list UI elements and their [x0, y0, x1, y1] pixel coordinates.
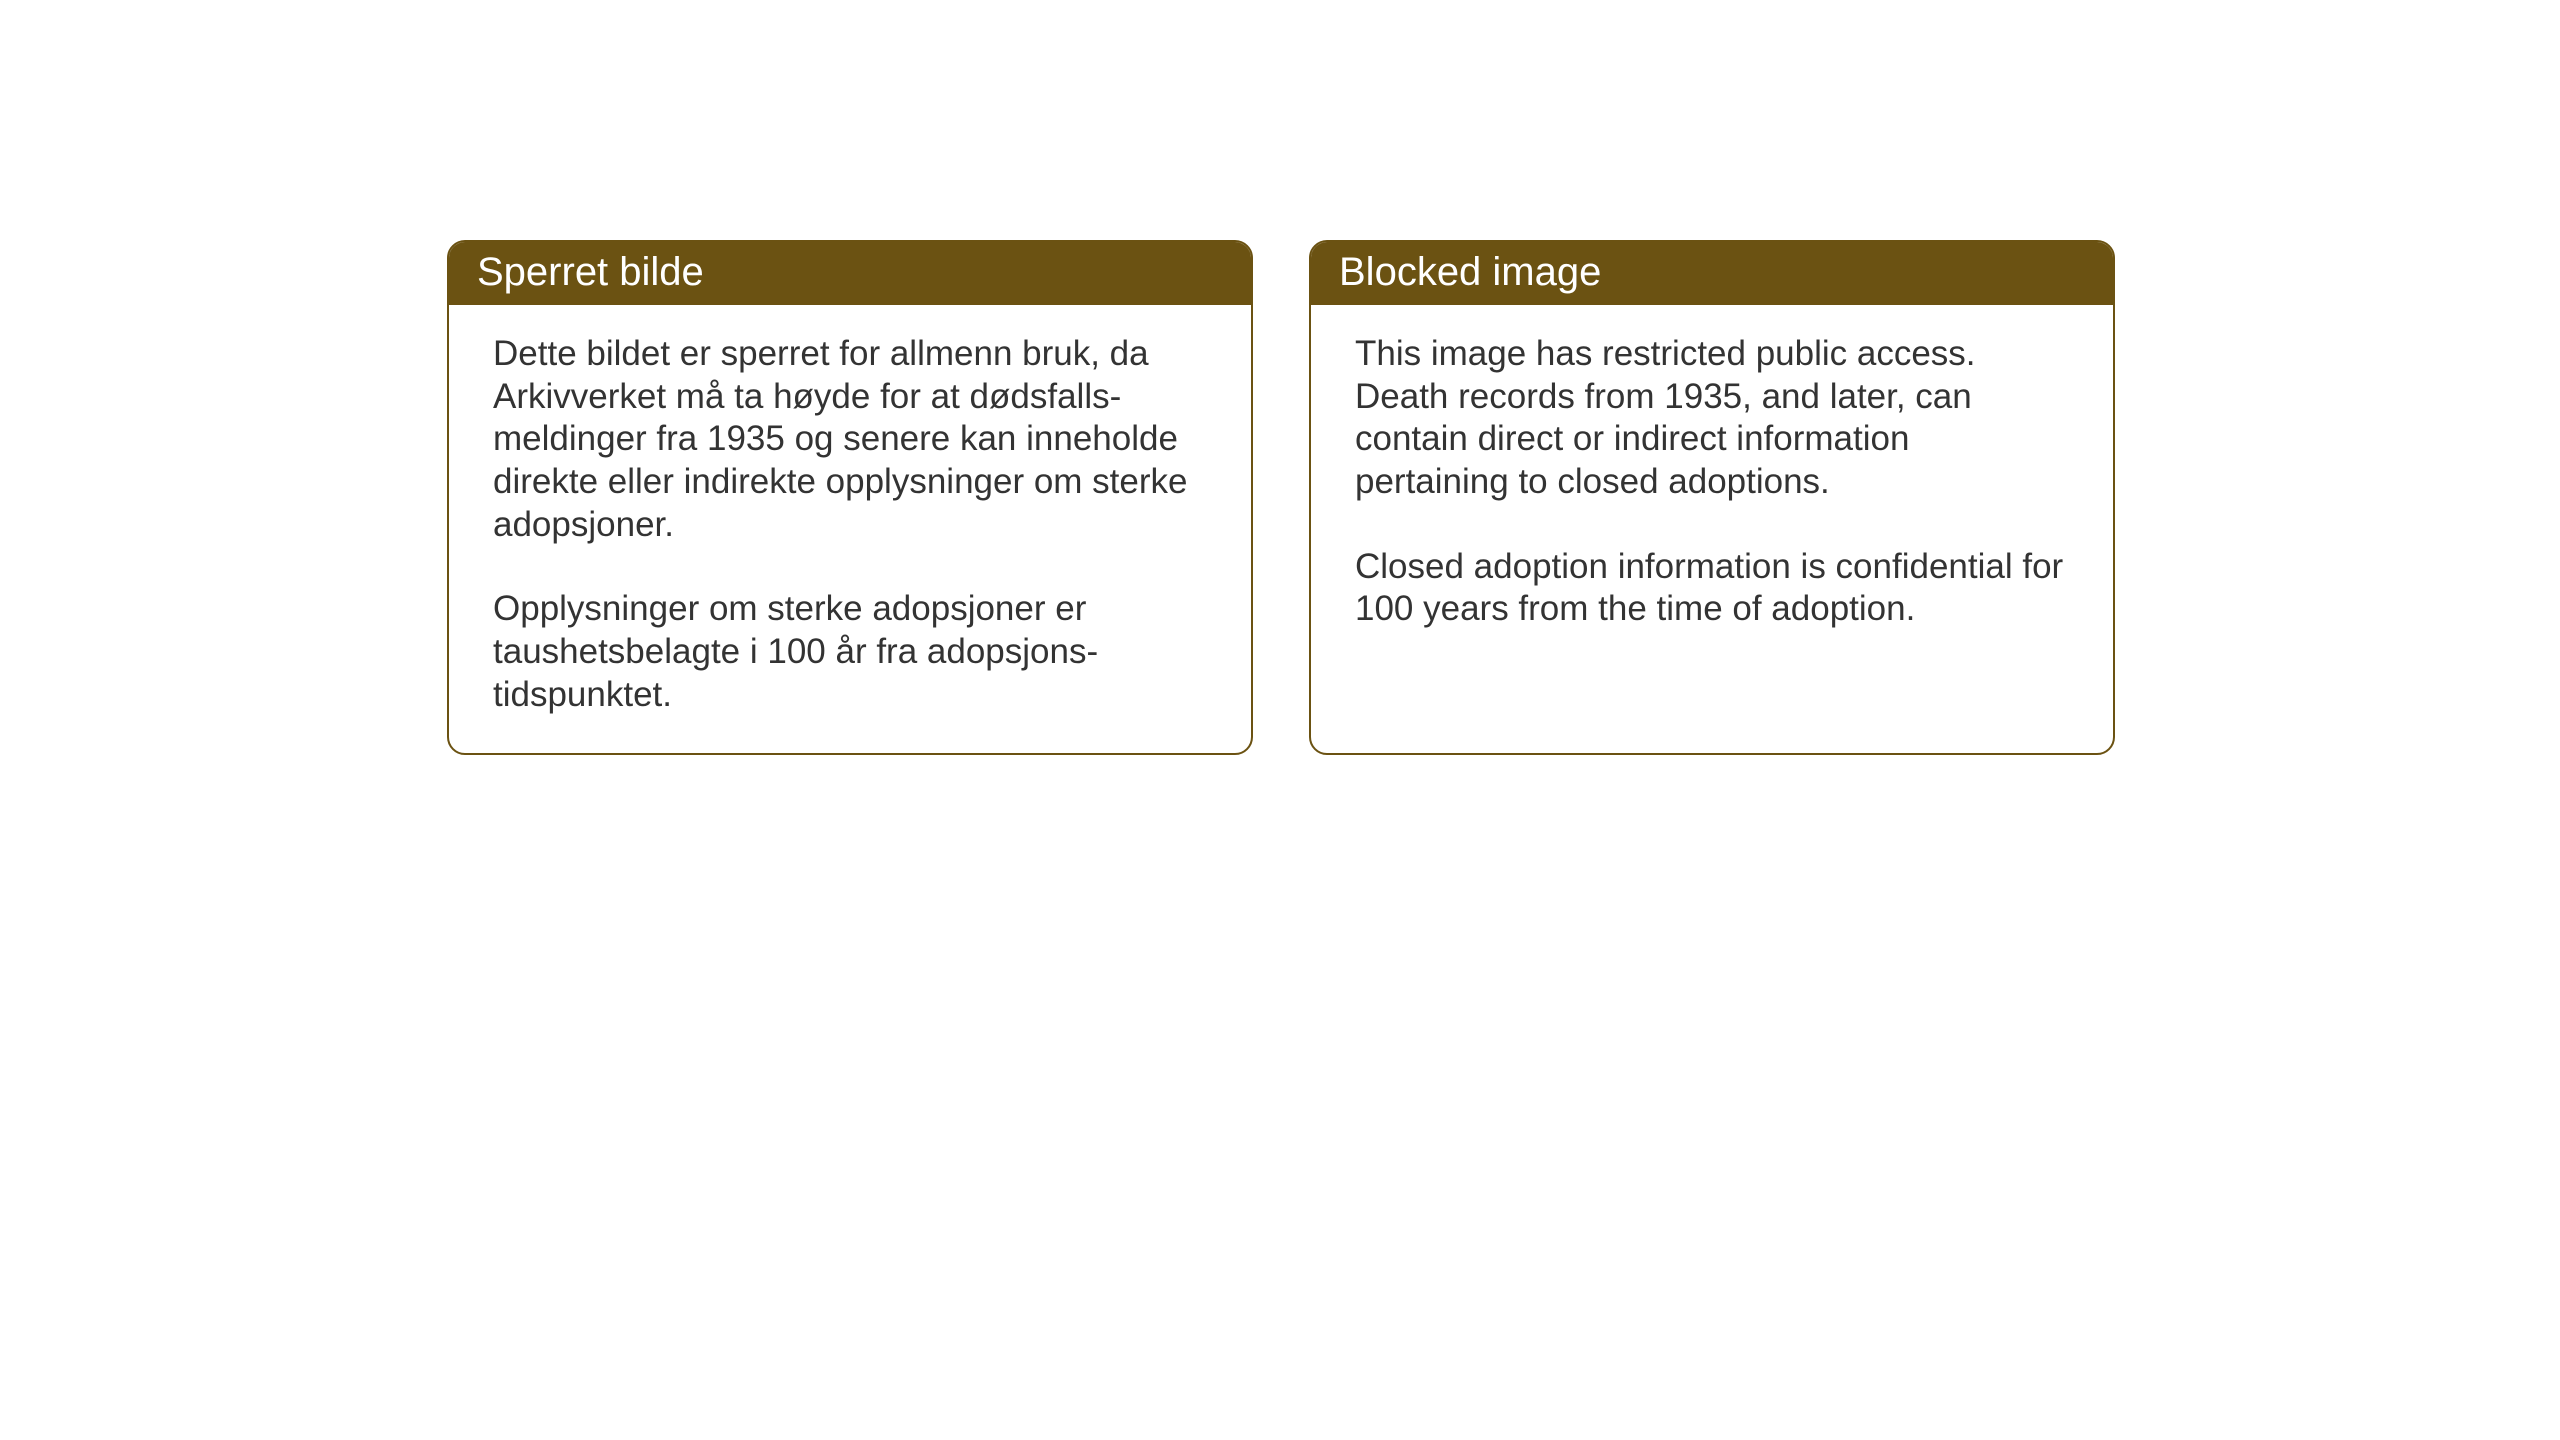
- notice-body-norwegian: Dette bildet er sperret for allmenn bruk…: [449, 305, 1251, 753]
- notice-card-english: Blocked image This image has restricted …: [1309, 240, 2115, 755]
- notice-paragraph: Closed adoption information is confident…: [1355, 546, 2069, 631]
- notice-container: Sperret bilde Dette bildet er sperret fo…: [447, 240, 2115, 755]
- notice-body-english: This image has restricted public access.…: [1311, 305, 2113, 667]
- notice-header-norwegian: Sperret bilde: [449, 242, 1251, 305]
- notice-paragraph: This image has restricted public access.…: [1355, 333, 2069, 504]
- notice-paragraph: Opplysninger om sterke adopsjoner er tau…: [493, 588, 1207, 716]
- notice-paragraph: Dette bildet er sperret for allmenn bruk…: [493, 333, 1207, 546]
- notice-header-english: Blocked image: [1311, 242, 2113, 305]
- notice-card-norwegian: Sperret bilde Dette bildet er sperret fo…: [447, 240, 1253, 755]
